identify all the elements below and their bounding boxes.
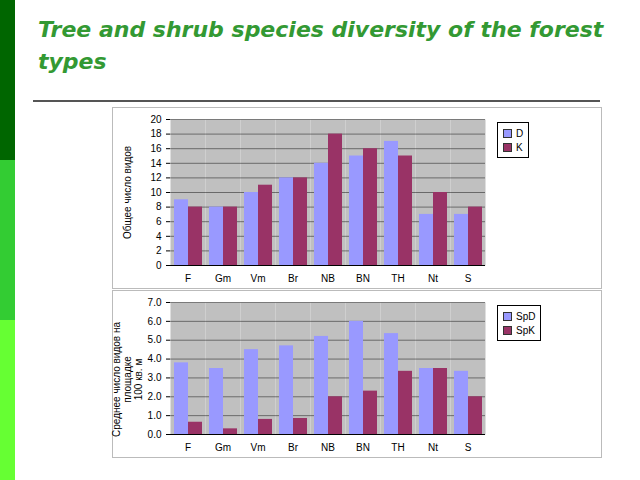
svg-text:4: 4 xyxy=(156,231,162,242)
svg-text:TH: TH xyxy=(391,273,404,284)
html-text:SpD: SpD xyxy=(516,310,536,322)
html-text:SpK: SpK xyxy=(516,324,535,336)
html-text:Среднее число видов на площадк: Среднее число видов на площадке 100 кв. … xyxy=(110,322,144,437)
svg-text:18: 18 xyxy=(150,128,162,139)
html-text:D: D xyxy=(516,127,524,139)
svg-text:Vm: Vm xyxy=(251,273,266,284)
svg-text:12: 12 xyxy=(150,172,162,183)
svg-text:S: S xyxy=(465,442,472,453)
svg-text:Vm: Vm xyxy=(251,442,266,453)
svg-text:S: S xyxy=(465,273,472,284)
html-text:K: K xyxy=(516,141,523,153)
svg-text:10: 10 xyxy=(150,187,162,198)
svg-text:2: 2 xyxy=(156,245,162,256)
html-text:Общее число видов: Общее число видов xyxy=(121,145,133,240)
html-text:Tree and shrub species diversi: Tree and shrub species diversity of the … xyxy=(38,17,604,74)
svg-text:BN: BN xyxy=(356,273,370,284)
svg-text:1.0: 1.0 xyxy=(148,410,162,421)
svg-text:5.0: 5.0 xyxy=(148,334,162,345)
svg-text:3.0: 3.0 xyxy=(148,372,162,383)
svg-text:Gm: Gm xyxy=(215,273,231,284)
svg-text:0.0: 0.0 xyxy=(148,429,162,440)
svg-text:0: 0 xyxy=(156,260,162,271)
svg-text:Gm: Gm xyxy=(215,442,231,453)
svg-text:6: 6 xyxy=(156,216,162,227)
svg-text:NB: NB xyxy=(321,273,335,284)
svg-text:4.0: 4.0 xyxy=(148,353,162,364)
svg-text:14: 14 xyxy=(150,158,162,169)
svg-text:2.0: 2.0 xyxy=(148,391,162,402)
svg-text:NB: NB xyxy=(321,442,335,453)
svg-text:16: 16 xyxy=(150,143,162,154)
svg-text:TH: TH xyxy=(391,442,404,453)
svg-text:BN: BN xyxy=(356,442,370,453)
svg-text:6.0: 6.0 xyxy=(148,316,162,327)
svg-text:20: 20 xyxy=(150,114,162,125)
svg-text:Br: Br xyxy=(288,442,299,453)
svg-text:F: F xyxy=(185,273,191,284)
svg-text:Nt: Nt xyxy=(428,442,438,453)
svg-text:Nt: Nt xyxy=(428,273,438,284)
svg-text:Br: Br xyxy=(288,273,299,284)
svg-text:F: F xyxy=(185,442,191,453)
svg-text:8: 8 xyxy=(156,201,162,212)
svg-text:7.0: 7.0 xyxy=(148,297,162,308)
